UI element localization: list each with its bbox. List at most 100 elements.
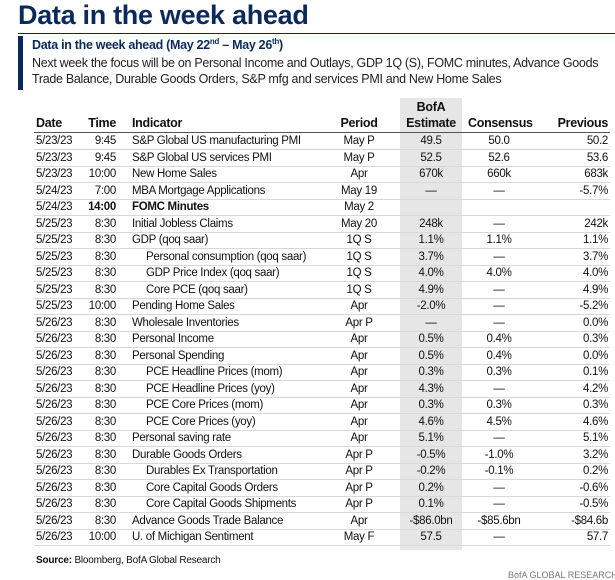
subtitle-sup: nd [209,37,220,46]
consensus-cell: — [493,184,505,197]
consensus-cell: — [493,498,505,510]
estimate-cell: 4.6% [418,415,444,428]
estimate-cell: -0.5% [416,448,446,461]
brand: BofA GLOBAL RESEARCH [508,570,615,580]
row-rule [34,264,610,266]
consensus-cell: — [493,217,505,230]
row-rule [34,413,610,414]
period-cell: Apr P [345,448,373,461]
date-cell: 5/23/23 [36,151,73,164]
date-cell: 5/25/23 [36,300,73,312]
period-cell: May P [343,151,375,164]
time-cell: 8:30 [94,481,116,494]
time-cell: 8:30 [94,217,116,230]
date-cell: 5/26/23 [36,481,73,494]
indicator-cell: Personal consumption (qoq saar) [146,250,307,263]
date-cell: 5/25/23 [36,234,73,246]
header-cell: Estimate [406,116,456,130]
time-cell: 8:30 [94,234,116,246]
previous-cell: 5.1% [582,432,608,444]
previous-cell: 53.6 [586,151,608,164]
row-rule [34,479,610,480]
previous-cell: 0.0% [582,349,608,362]
time-cell: 8:30 [94,382,116,395]
row-rule [34,545,610,546]
estimate-cell: 0.2% [418,481,444,494]
indicator-cell: Personal saving rate [132,432,231,444]
consensus-cell: 660k [487,168,511,180]
estimate-cell: 52.5 [420,151,442,164]
row-rule [34,165,610,167]
indicator-cell: Durables Ex Transportation [146,465,278,477]
time-cell: 8:30 [94,349,116,362]
consensus-cell: — [493,316,505,329]
time-cell: 9:45 [94,151,116,164]
period-cell: May 20 [341,217,377,230]
row-rule [34,347,610,348]
period-cell: Apr [350,432,368,444]
estimate-cell: 248k [419,217,443,230]
previous-cell: 0.3% [582,333,608,345]
date-cell: 5/26/23 [36,366,73,378]
date-cell: 5/25/23 [36,217,73,230]
previous-cell: -0.5% [579,498,608,510]
row-rule [34,429,610,431]
estimate-cell: 0.5% [418,333,444,345]
previous-cell: 57.7 [586,531,608,543]
previous-cell: 0.0% [582,316,608,329]
header-cell: Consensus [468,116,533,130]
row-rule [34,297,610,299]
previous-cell: 0.3% [582,399,608,411]
time-cell: 14:00 [88,201,116,213]
time-cell: 10:00 [88,531,117,543]
header-cell: Indicator [132,116,183,130]
previous-cell: 50.2 [586,135,608,147]
period-cell: Apr [350,415,368,428]
time-cell: 8:30 [94,267,116,279]
previous-cell: 4.0% [582,267,608,279]
estimate-cell: 3.7% [418,250,444,263]
row-rule [34,446,610,447]
date-cell: 5/24/23 [36,184,73,197]
consensus-cell: — [493,481,505,494]
period-cell: Apr [350,168,368,180]
consensus-cell: — [493,382,505,395]
subtitle: Data in the week ahead (May 22nd – May 2… [32,37,283,52]
estimate-cell: -0.2% [416,465,446,477]
indicator-cell: PCE Core Prices (mom) [146,399,264,411]
time-cell: 8:30 [94,432,116,444]
row-rule [34,281,610,282]
consensus-cell: 50.0 [488,135,510,147]
previous-cell: 4.6% [582,415,608,428]
date-cell: 5/26/23 [36,415,73,428]
time-cell: 8:30 [94,448,116,461]
date-cell: 5/26/23 [36,531,73,543]
estimate-cell: 57.5 [420,531,442,543]
header-cell: Previous [557,116,609,130]
period-cell: Apr [350,514,368,527]
period-cell: May F [343,531,375,543]
estimate-cell: 0.1% [418,498,444,510]
indicator-cell: New Home Sales [132,168,217,180]
indicator-cell: Wholesale Inventories [132,316,239,329]
consensus-cell: -1.0% [484,448,514,461]
indicator-cell: Personal Spending [132,349,225,362]
time-cell: 8:30 [94,333,116,345]
row-rule [34,215,610,216]
previous-cell: -$84.6b [571,514,608,527]
description: Next week the focus will be on Personal … [32,56,599,86]
consensus-cell: 4.5% [486,415,512,428]
accent-bar [18,36,23,90]
time-cell: 9:45 [94,135,116,147]
previous-cell: 0.2% [582,465,608,477]
date-cell: 5/24/23 [36,201,73,213]
indicator-cell: Durable Goods Orders [132,448,242,461]
row-rule [34,182,610,183]
previous-cell: 1.1% [582,234,608,246]
indicator-cell: S&P Global US manufacturing PMI [132,135,301,147]
period-cell: May 2 [344,201,374,213]
rule [18,33,615,34]
row-rule [34,231,610,233]
estimate-cell: -$86.0bn [409,514,453,527]
